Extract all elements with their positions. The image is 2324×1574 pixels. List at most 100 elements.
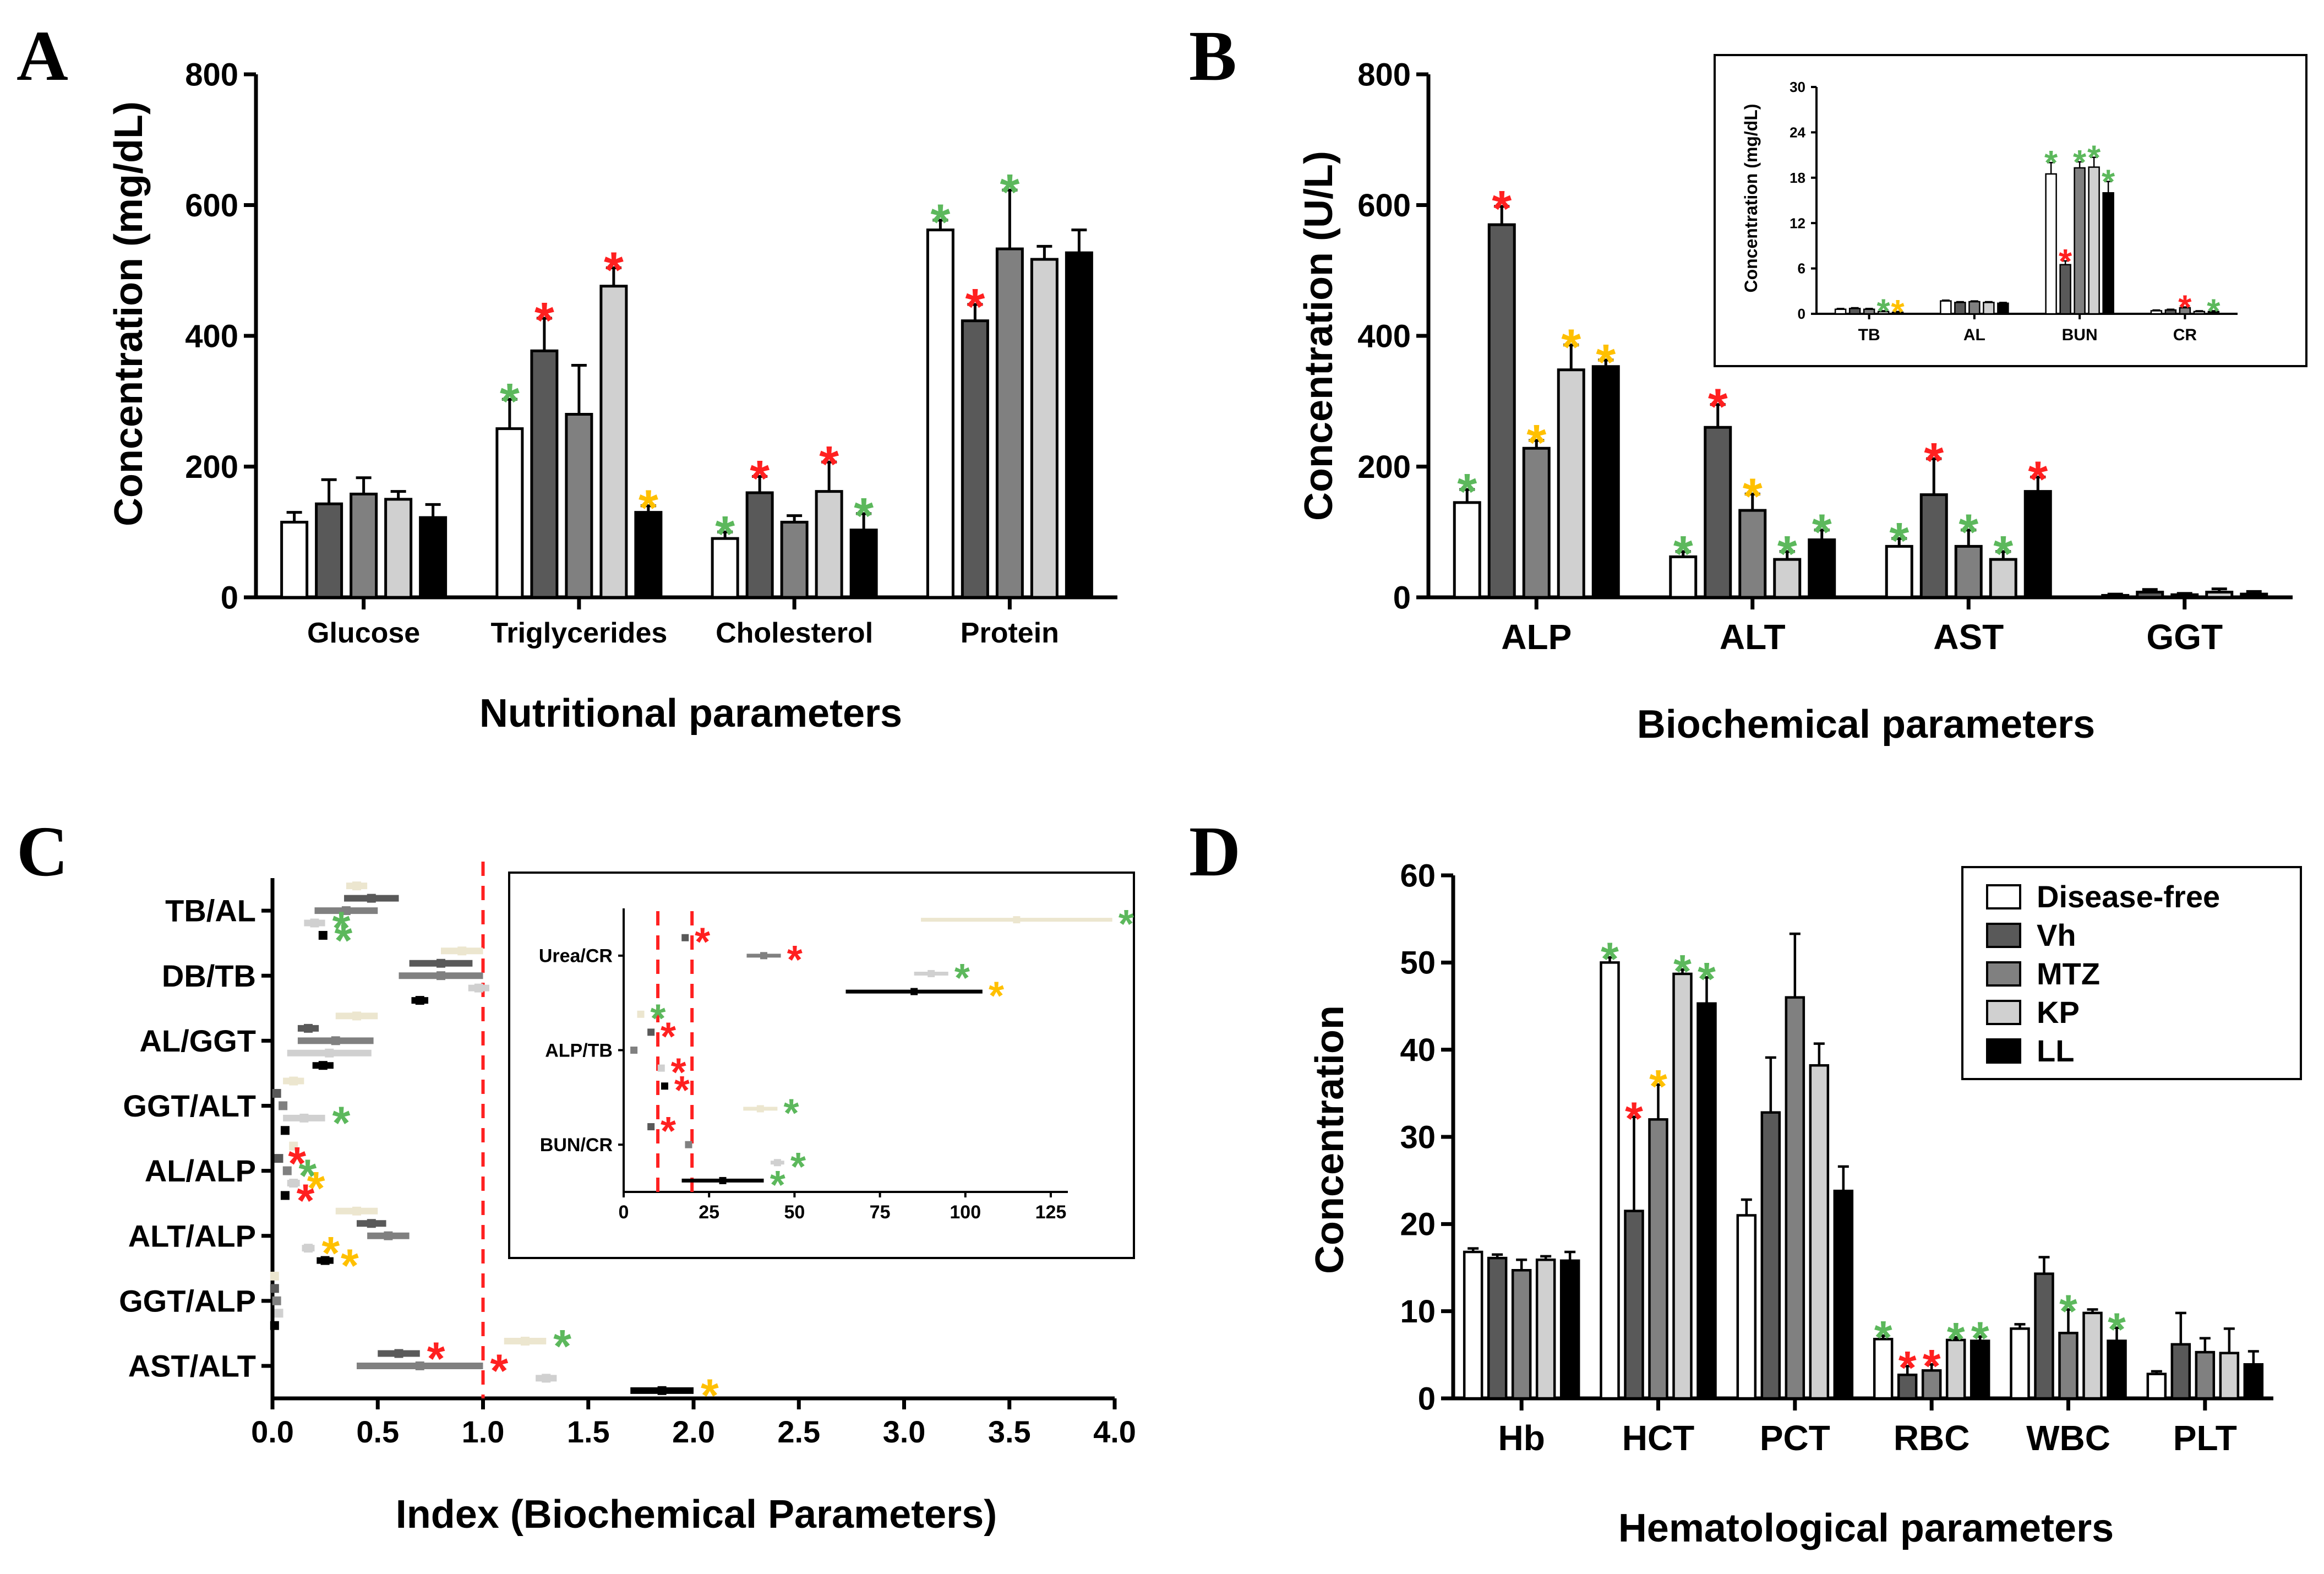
point-vh-urea-cr: [681, 934, 689, 941]
y-category-label-db-tb: DB/TB: [162, 958, 256, 993]
bar-mtz-cholesterol: [780, 520, 809, 599]
panel-a-xlabel: Nutritional parameters: [479, 691, 902, 736]
y-tick-label: 400: [185, 318, 238, 354]
significance-star-red: *: [750, 451, 770, 507]
significance-star-green: *: [1457, 464, 1477, 520]
bar-vh-cholesterol: [745, 491, 774, 599]
bar-kp-cr: [2193, 311, 2206, 315]
point-ll-db-tb: [415, 996, 424, 1005]
significance-star-green: *: [298, 1150, 317, 1201]
bar-mtz-triglycerides: [565, 413, 593, 599]
x-tick-label: 100: [950, 1202, 981, 1223]
significance-star-green: *: [1877, 292, 1891, 330]
x-tick-label: 1.5: [567, 1414, 610, 1449]
significance-star-red: *: [695, 921, 710, 965]
significance-star-green: *: [1000, 165, 1019, 221]
y-tick-label: 800: [1357, 57, 1411, 92]
panel-b-xlabel: Biochemical parameters: [1637, 702, 2095, 747]
bar-disease-free-alt: [1669, 555, 1698, 599]
y-category-label-ggt-alt: GGT/ALT: [123, 1088, 256, 1123]
bar-ll-glucose: [419, 516, 448, 599]
significance-star-yellow: *: [1743, 469, 1763, 525]
bar-vh-cr: [2164, 309, 2177, 315]
point-vh-alp-tb: [647, 1028, 655, 1036]
significance-star-red: *: [2178, 289, 2192, 327]
point-ll-ggt-alp: [270, 1321, 279, 1330]
bar-vh-pct: [1760, 1111, 1781, 1400]
bar-disease-free-plt: [2146, 1373, 2167, 1400]
significance-star-yellow: *: [989, 974, 1004, 1018]
x-category-label-ast: AST: [1933, 617, 2004, 657]
x-tick-label: 125: [1035, 1202, 1067, 1223]
bar-disease-free-ggt: [2101, 593, 2130, 599]
bar-mtz-tb: [1863, 308, 1875, 315]
bar-kp-pct: [1809, 1064, 1830, 1400]
significance-star-green: *: [1673, 945, 1692, 997]
bar-vh-hct: [1624, 1210, 1644, 1400]
y-tick-label: 600: [185, 188, 238, 224]
point-disease-free-al-alp: [289, 1141, 298, 1151]
bar-mtz-al: [1968, 301, 1981, 315]
significance-star-green: *: [1971, 1312, 1989, 1364]
significance-star-red: *: [661, 1015, 676, 1059]
bar-vh-al: [1954, 302, 1966, 315]
bar-mtz-plt: [2195, 1350, 2216, 1400]
bar-kp-hct: [1672, 972, 1693, 1400]
significance-star-green: *: [1947, 1313, 1965, 1365]
bar-vh-ggt: [2136, 591, 2164, 599]
significance-star-red: *: [1923, 1340, 1941, 1392]
significance-star-red: *: [490, 1345, 509, 1397]
bar-mtz-pct: [1785, 996, 1805, 1400]
point-disease-free-tb-al: [352, 881, 361, 891]
significance-star-green: *: [954, 956, 970, 1000]
bar-disease-free-al: [1940, 300, 1952, 315]
significance-star-red: *: [297, 1174, 315, 1226]
x-tick-label: 50: [784, 1202, 805, 1223]
significance-star-green: *: [1698, 953, 1716, 1005]
point-mtz-al-ggt: [331, 1036, 340, 1045]
significance-star-red: *: [674, 1069, 690, 1113]
legend-swatch-vh: [1986, 923, 2021, 948]
bar-disease-free-triglycerides: [495, 427, 524, 599]
point-vh-ast-alt: [394, 1349, 403, 1358]
significance-star-green: *: [1874, 1311, 1892, 1363]
y-category-label-ggt-alp: GGT/ALP: [119, 1283, 256, 1318]
significance-star-red: *: [1492, 181, 1512, 237]
y-category-label-al-ggt: AL/GGT: [139, 1023, 256, 1058]
point-disease-free-al-ggt: [352, 1011, 361, 1021]
panel-d-xlabel: Hematological parameters: [1618, 1506, 2114, 1550]
bar-disease-free-ast: [1885, 544, 1913, 599]
x-tick-label: 4.0: [1093, 1414, 1136, 1449]
bar-kp-wbc: [2082, 1311, 2103, 1400]
point-disease-free-urea-cr: [1013, 916, 1021, 924]
significance-star-red: *: [604, 242, 624, 298]
significance-star-red: *: [1924, 433, 1944, 489]
x-category-label-protein: Protein: [961, 617, 1059, 649]
bar-mtz-alt: [1738, 509, 1767, 599]
bar-vh-hb: [1487, 1256, 1508, 1400]
legend-swatch-disease-free: [1986, 884, 2021, 909]
bar-ll-ast: [2023, 490, 2052, 599]
bar-mtz-alp: [1522, 446, 1551, 599]
y-tick-label: 6: [1798, 260, 1805, 277]
significance-star-green: *: [1812, 504, 1832, 560]
x-tick-label: 25: [699, 1202, 719, 1223]
panel-c-xlabel: Index (Biochemical Parameters): [396, 1493, 997, 1537]
bar-disease-free-bun: [2045, 173, 2057, 315]
panel-letter-c: C: [17, 812, 68, 891]
y-tick-label: 0: [221, 580, 238, 616]
bar-ll-al: [1997, 302, 2009, 315]
point-disease-free-alt-alp: [352, 1206, 361, 1216]
x-tick-label: 3.5: [988, 1414, 1031, 1449]
significance-star-green: *: [2207, 292, 2221, 330]
significance-star-yellow: *: [701, 1370, 719, 1421]
significance-star-green: *: [332, 1097, 351, 1149]
y-category-label-bun-cr: BUN/CR: [540, 1135, 613, 1156]
significance-star-green: *: [2108, 1304, 2126, 1355]
x-tick-label: 2.0: [672, 1414, 715, 1449]
